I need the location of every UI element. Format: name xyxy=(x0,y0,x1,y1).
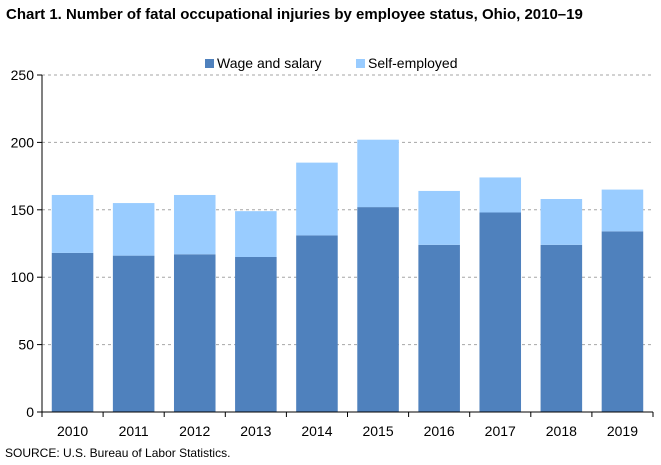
x-tick-labels: 2010 2011 2012 2013 2014 2015 2016 2017 2018 2019 xyxy=(57,423,638,439)
bar-self-employed-2018 xyxy=(540,199,583,245)
legend-swatch-wage-and-salary xyxy=(205,59,214,68)
bar-self-employed-2015 xyxy=(357,139,399,208)
y-tick-label-150: 150 xyxy=(11,202,35,218)
bar-self-employed-2010 xyxy=(51,194,94,253)
y-tick-label-200: 200 xyxy=(11,134,35,150)
bar-self-employed-2013 xyxy=(235,211,277,257)
y-tick-label-0: 0 xyxy=(26,404,34,420)
y-tick-label-50: 50 xyxy=(18,337,34,353)
bar-wage-and-salary-2013 xyxy=(235,256,277,412)
x-tick-label-2016: 2016 xyxy=(424,423,455,439)
bar-self-employed-2014 xyxy=(296,162,338,236)
axes xyxy=(37,74,654,417)
bar-self-employed-2012 xyxy=(173,194,216,255)
bar-self-employed-2017 xyxy=(479,177,522,213)
y-tick-label-250: 250 xyxy=(11,67,35,83)
chart-title: Chart 1. Number of fatal occupational in… xyxy=(6,6,583,23)
bar-wage-and-salary-2016 xyxy=(418,244,460,412)
y-tick-label-100: 100 xyxy=(11,269,35,285)
bar-self-employed-2019 xyxy=(601,189,644,232)
x-tick-label-2015: 2015 xyxy=(362,423,393,439)
source-note: SOURCE: U.S. Bureau of Labor Statistics. xyxy=(5,446,231,460)
bar-wage-and-salary-2017 xyxy=(479,212,522,412)
legend: Wage and salary Self-employed xyxy=(205,55,458,71)
x-tick-label-2019: 2019 xyxy=(607,423,638,439)
x-tick-label-2013: 2013 xyxy=(240,423,271,439)
bar-wage-and-salary-2014 xyxy=(296,235,338,412)
legend-swatch-self-employed xyxy=(356,59,365,68)
x-tick-label-2010: 2010 xyxy=(57,423,88,439)
bar-wage-and-salary-2011 xyxy=(112,255,155,412)
x-tick-label-2011: 2011 xyxy=(119,423,149,439)
bar-self-employed-2016 xyxy=(418,190,460,245)
bars xyxy=(51,139,644,412)
x-tick-label-2014: 2014 xyxy=(301,423,332,439)
legend-label-self-employed: Self-employed xyxy=(368,55,458,71)
bar-wage-and-salary-2018 xyxy=(540,244,583,412)
legend-label-wage-and-salary: Wage and salary xyxy=(217,55,322,71)
bar-self-employed-2011 xyxy=(112,203,155,256)
x-tick-label-2012: 2012 xyxy=(179,423,210,439)
x-tick-label-2017: 2017 xyxy=(485,423,516,439)
x-tick-label-2018: 2018 xyxy=(546,423,577,439)
bar-wage-and-salary-2015 xyxy=(357,207,399,412)
bar-wage-and-salary-2012 xyxy=(173,254,216,412)
bar-wage-and-salary-2010 xyxy=(51,252,94,412)
bar-wage-and-salary-2019 xyxy=(601,231,644,412)
y-tick-labels: 0 50 100 150 200 250 xyxy=(11,67,35,420)
